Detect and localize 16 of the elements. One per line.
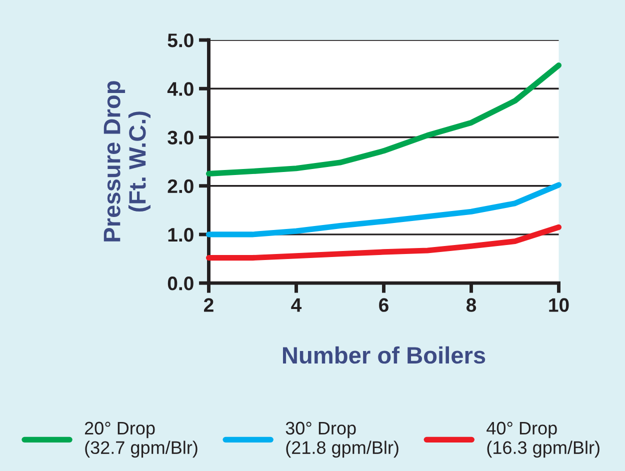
y-tick-label: 0.0	[168, 276, 194, 290]
x-tick-label: 10	[549, 298, 569, 312]
y-tick-label: 1.0	[168, 228, 194, 242]
y-tick-label: 3.0	[168, 130, 194, 145]
y-axis-title: Pressure Drop (Ft. W.C.)	[104, 81, 150, 242]
legend-label: 40° Drop (16.3 gpm/Blr)	[486, 422, 600, 458]
y-tick-label: 4.0	[167, 82, 194, 96]
legend-label: 20° Drop (32.7 gpm/Blr)	[84, 422, 198, 458]
x-tick-label: 2	[204, 298, 214, 312]
x-tick-label: 8	[466, 298, 476, 312]
y-tick-label: 2.0	[168, 179, 194, 194]
x-tick-label: 6	[379, 298, 388, 312]
y-tick-label: 5.0	[168, 34, 194, 48]
x-tick-label: 4	[291, 298, 302, 312]
legend-label: 30° Drop (21.8 gpm/Blr)	[286, 422, 398, 458]
x-axis-title: Number of Boilers	[283, 346, 486, 364]
